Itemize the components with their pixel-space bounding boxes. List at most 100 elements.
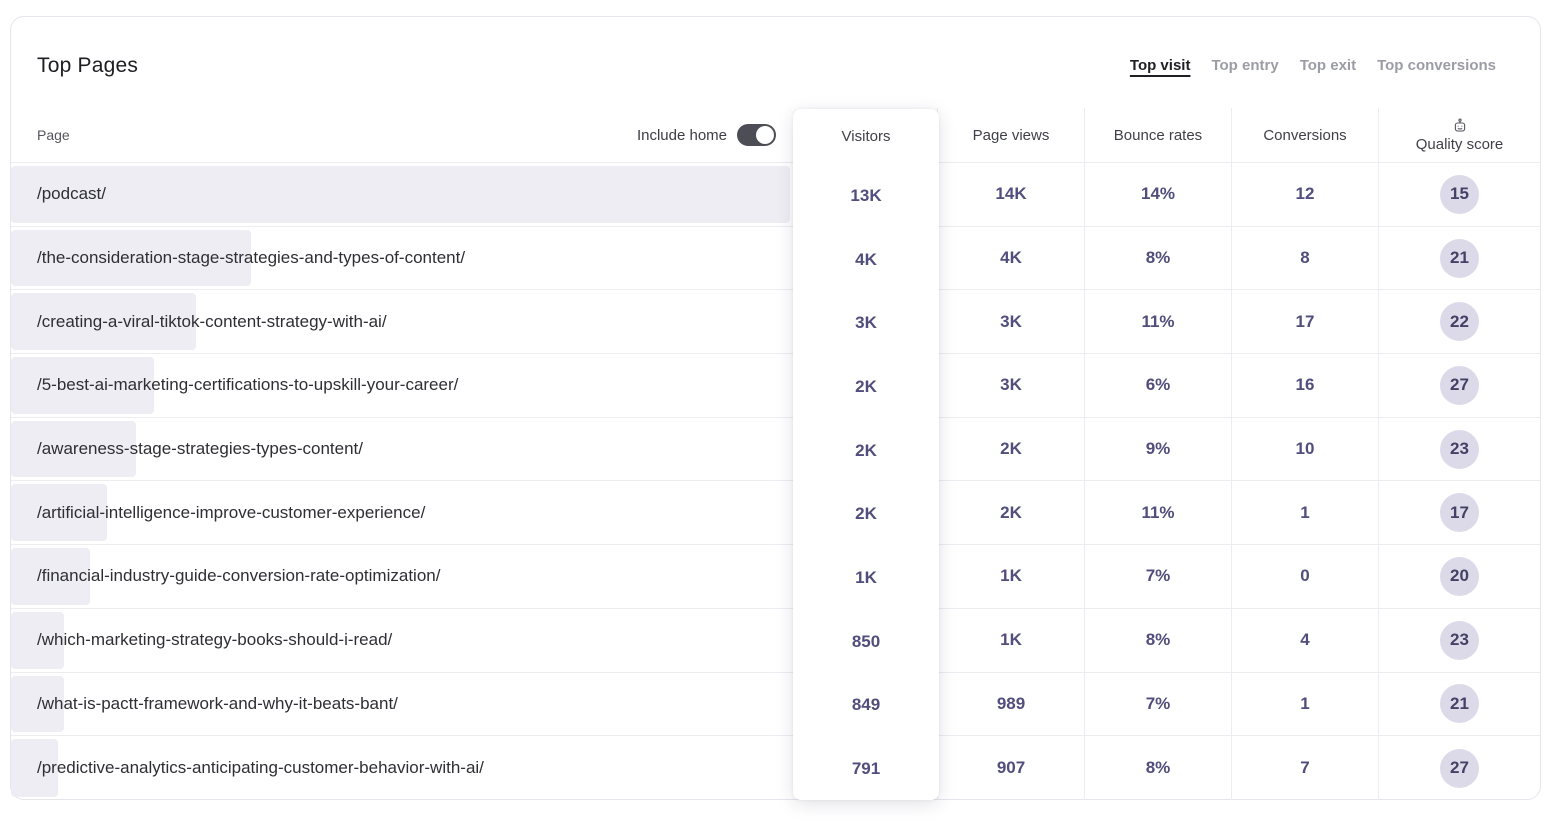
- quality-score-cell: 23: [1378, 608, 1540, 672]
- conversions-cell: 8: [1231, 226, 1378, 290]
- bounce-rate-cell: 7%: [1084, 672, 1231, 736]
- bounce-rate-cell: 9%: [1084, 417, 1231, 481]
- tab-top-conversions[interactable]: Top conversions: [1377, 57, 1496, 74]
- table-header-row: Page Include home Page views Bounce rate…: [11, 108, 1540, 163]
- page-path: /podcast/: [37, 184, 106, 204]
- page-cell: /what-is-pactt-framework-and-why-it-beat…: [11, 673, 790, 736]
- quality-score-cell: 23: [1378, 417, 1540, 481]
- visitors-bar: [11, 293, 196, 351]
- visitors-value: 791: [851, 759, 881, 779]
- table-body: /podcast/ 14K 14% 12 15 /the-considerati…: [11, 163, 1540, 800]
- page-views-cell: 989: [937, 672, 1084, 736]
- page-path: /5-best-ai-marketing-certifications-to-u…: [37, 375, 459, 395]
- quality-score-cell: 21: [1378, 672, 1540, 736]
- page-title: Top Pages: [37, 53, 139, 77]
- quality-score-badge: 23: [1440, 429, 1479, 469]
- tab-top-visit[interactable]: Top visit: [1129, 57, 1191, 74]
- visitors-bar: [11, 675, 64, 733]
- bounce-rate-cell: 8%: [1084, 736, 1231, 800]
- conversions-column-header: Conversions: [1231, 108, 1378, 162]
- visitors-bar: [11, 357, 154, 414]
- conversions-cell: 10: [1231, 417, 1378, 481]
- visitors-values: 13K 4K 3K 2K 2K 2K 1K 850 849 791: [793, 164, 939, 801]
- visitors-value: 849: [851, 695, 881, 715]
- visitors-value: 1K: [855, 567, 877, 587]
- bounce-rate-cell: 11%: [1084, 290, 1231, 354]
- page-views-cell: 4K: [937, 226, 1084, 290]
- quality-score-column-label: Quality score: [1415, 135, 1504, 153]
- bounce-rate-cell: 11%: [1084, 481, 1231, 545]
- bounce-rate-cell: 8%: [1084, 608, 1231, 672]
- quality-score-cell: 27: [1378, 736, 1540, 800]
- table-row[interactable]: /artificial-intelligence-improve-custome…: [11, 481, 1540, 546]
- include-home-toggle[interactable]: [737, 124, 776, 146]
- table-row[interactable]: /which-marketing-strategy-books-should-i…: [11, 608, 1540, 673]
- page-path: /creating-a-viral-tiktok-content-strateg…: [37, 311, 387, 331]
- quality-score-cell: 27: [1378, 354, 1540, 417]
- metric-tabs: Top visit Top entry Top exit Top conversion…: [1130, 57, 1496, 74]
- table-row[interactable]: /the-consideration-stage-strategies-and-…: [11, 226, 1540, 291]
- quality-score-badge: 27: [1440, 365, 1479, 405]
- visitors-bar: [11, 420, 136, 478]
- page-views-cell: 907: [937, 736, 1084, 800]
- visitors-bar: [11, 484, 107, 542]
- page-path: /predictive-analytics-anticipating-custo…: [37, 758, 484, 778]
- page-cell: /podcast/: [11, 163, 790, 226]
- quality-score-badge: 23: [1440, 620, 1479, 660]
- page-path: /the-consideration-stage-strategies-and-…: [37, 248, 466, 268]
- page-cell: /artificial-intelligence-improve-custome…: [11, 481, 790, 544]
- visitors-bar: [11, 548, 90, 605]
- page-path: /which-marketing-strategy-books-should-i…: [37, 630, 393, 650]
- quality-score-column-header: Quality score: [1378, 108, 1540, 162]
- page-cell: /the-consideration-stage-strategies-and-…: [11, 227, 790, 290]
- table-row[interactable]: /creating-a-viral-tiktok-content-strateg…: [11, 290, 1540, 355]
- visitors-value: 2K: [855, 504, 877, 524]
- visitors-value: 4K: [855, 249, 877, 269]
- page-views-column-header: Page views: [937, 108, 1084, 162]
- quality-score-badge: 20: [1440, 556, 1479, 596]
- visitors-value: 2K: [855, 376, 877, 396]
- conversions-cell: 17: [1231, 290, 1378, 354]
- conversions-cell: 1: [1231, 672, 1378, 736]
- bounce-rate-cell: 6%: [1084, 354, 1231, 417]
- top-pages-card: Top Pages Top visit Top entry Top exit Top …: [10, 16, 1541, 800]
- conversions-cell: 4: [1231, 608, 1378, 672]
- bounce-rate-cell: 7%: [1084, 545, 1231, 608]
- visitors-value: 3K: [855, 313, 877, 333]
- quality-score-badge: 27: [1440, 748, 1479, 788]
- include-home-toggle-group[interactable]: Include home: [637, 124, 776, 146]
- visitors-bar: [11, 739, 58, 797]
- table-row[interactable]: /5-best-ai-marketing-certifications-to-u…: [11, 354, 1540, 418]
- page-views-cell: 3K: [937, 354, 1084, 417]
- quality-score-cell: 22: [1378, 290, 1540, 354]
- tab-top-exit[interactable]: Top exit: [1299, 57, 1357, 74]
- page-path: /financial-industry-guide-conversion-rat…: [37, 566, 441, 586]
- conversions-cell: 0: [1231, 545, 1378, 608]
- quality-score-cell: 20: [1378, 545, 1540, 608]
- toggle-knob: [756, 126, 774, 144]
- tab-top-entry[interactable]: Top entry: [1211, 57, 1279, 74]
- robot-icon: [1454, 118, 1465, 132]
- page-column-label: Page: [37, 127, 70, 143]
- quality-score-badge: 21: [1440, 238, 1479, 278]
- conversions-cell: 12: [1231, 163, 1378, 226]
- quality-score-cell: 17: [1378, 481, 1540, 545]
- page-cell: /5-best-ai-marketing-certifications-to-u…: [11, 354, 790, 417]
- visitors-bar: [11, 611, 64, 669]
- table-row[interactable]: /predictive-analytics-anticipating-custo…: [11, 736, 1540, 800]
- table-row[interactable]: /financial-industry-guide-conversion-rat…: [11, 545, 1540, 609]
- visitors-bar: [11, 166, 790, 223]
- table-row[interactable]: /awareness-stage-strategies-types-conten…: [11, 417, 1540, 482]
- page-cell: /which-marketing-strategy-books-should-i…: [11, 609, 790, 672]
- conversions-cell: 7: [1231, 736, 1378, 800]
- visitors-value: 850: [851, 631, 881, 651]
- page-views-cell: 2K: [937, 481, 1084, 545]
- visitors-bar: [11, 229, 251, 287]
- page-views-cell: 1K: [937, 608, 1084, 672]
- table-row[interactable]: /podcast/ 14K 14% 12 15: [11, 163, 1540, 227]
- page-path: /artificial-intelligence-improve-custome…: [37, 502, 426, 522]
- visitors-value: 2K: [855, 440, 877, 460]
- page-views-cell: 2K: [937, 417, 1084, 481]
- table-row[interactable]: /what-is-pactt-framework-and-why-it-beat…: [11, 672, 1540, 737]
- conversions-cell: 1: [1231, 481, 1378, 545]
